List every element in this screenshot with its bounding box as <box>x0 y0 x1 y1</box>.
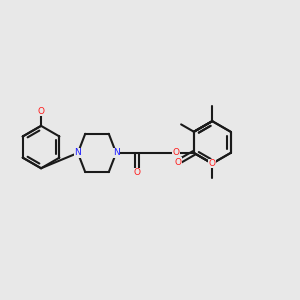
Text: O: O <box>172 148 179 158</box>
Text: O: O <box>38 107 45 116</box>
Text: N: N <box>113 148 119 158</box>
Text: O: O <box>175 158 182 166</box>
Text: O: O <box>209 159 216 168</box>
Text: N: N <box>74 148 81 158</box>
Text: O: O <box>134 168 141 177</box>
